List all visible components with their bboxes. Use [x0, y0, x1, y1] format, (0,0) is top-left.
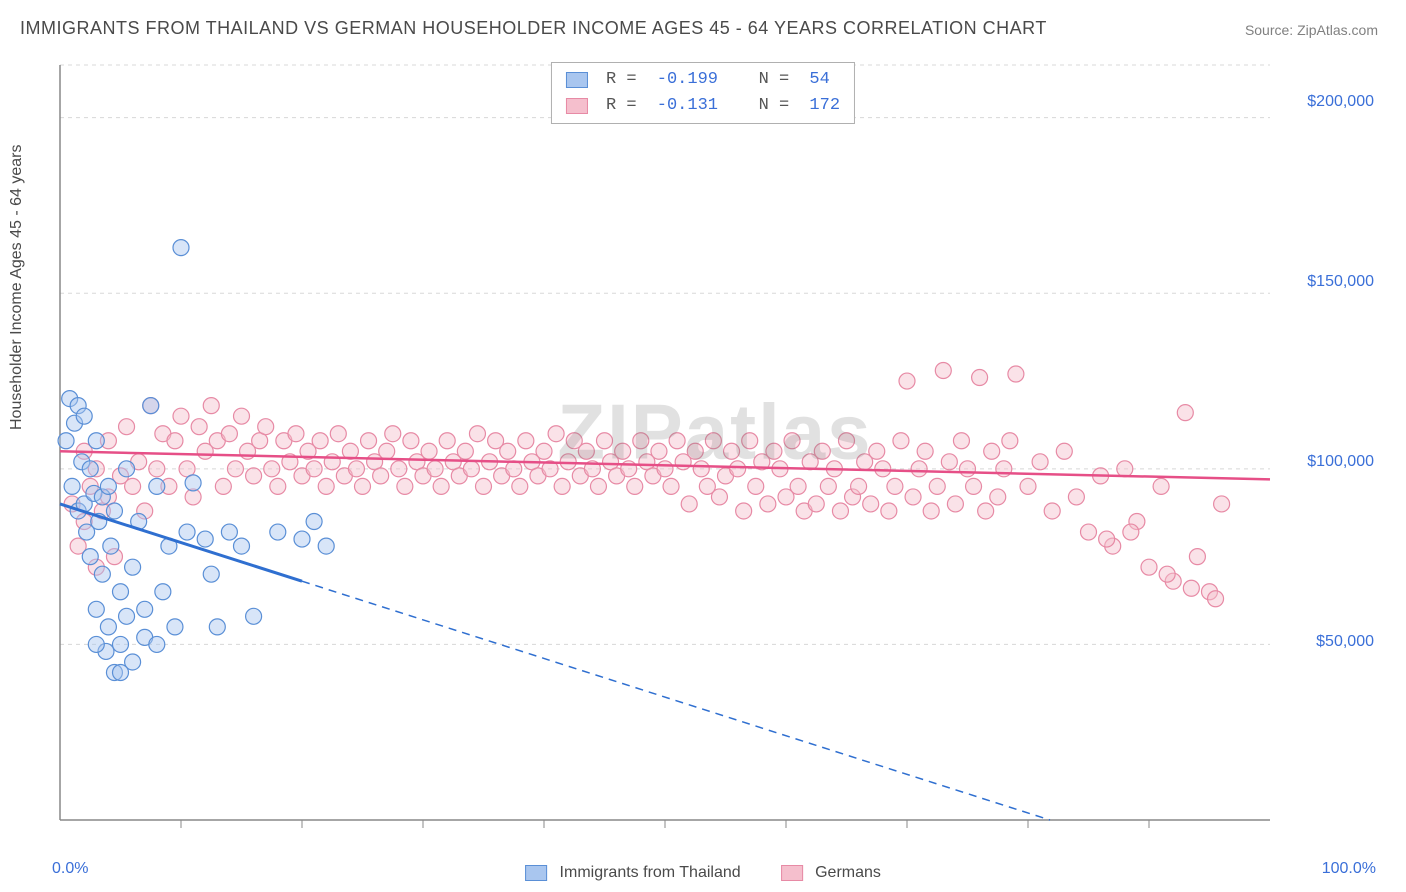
r-value-germans: -0.131: [657, 93, 718, 119]
chart-svg: [55, 60, 1375, 835]
legend-item-thailand: Immigrants from Thailand: [525, 864, 741, 882]
n-value-thailand: 54: [809, 67, 829, 93]
n-label: N =: [728, 67, 799, 93]
legend-row-thailand: R = -0.199 N = 54: [566, 67, 840, 93]
n-value-germans: 172: [809, 93, 840, 119]
correlation-legend: R = -0.199 N = 54 R = -0.131 N = 172: [551, 62, 855, 124]
swatch-germans-icon: [781, 865, 803, 881]
y-axis-label: Householder Income Ages 45 - 64 years: [8, 145, 26, 431]
legend-label-thailand: Immigrants from Thailand: [560, 864, 741, 881]
chart-title: IMMIGRANTS FROM THAILAND VS GERMAN HOUSE…: [20, 18, 1047, 39]
r-label: R =: [606, 93, 647, 119]
ytick-50k: $50,000: [1316, 633, 1374, 651]
xtick-100: 100.0%: [1322, 860, 1376, 878]
ytick-150k: $150,000: [1307, 273, 1374, 291]
swatch-germans: [566, 98, 588, 114]
n-label: N =: [728, 93, 799, 119]
legend-row-germans: R = -0.131 N = 172: [566, 93, 840, 119]
legend-item-germans: Germans: [781, 864, 881, 882]
r-value-thailand: -0.199: [657, 67, 718, 93]
source-label: Source: ZipAtlas.com: [1245, 22, 1378, 38]
ytick-200k: $200,000: [1307, 93, 1374, 111]
series-legend: Immigrants from Thailand Germans: [525, 864, 881, 882]
ytick-100k: $100,000: [1307, 453, 1374, 471]
swatch-thailand-icon: [525, 865, 547, 881]
xtick-0: 0.0%: [52, 860, 88, 878]
swatch-thailand: [566, 72, 588, 88]
plot-area: ZIPatlas: [55, 60, 1375, 835]
r-label: R =: [606, 67, 647, 93]
legend-label-germans: Germans: [815, 864, 881, 881]
